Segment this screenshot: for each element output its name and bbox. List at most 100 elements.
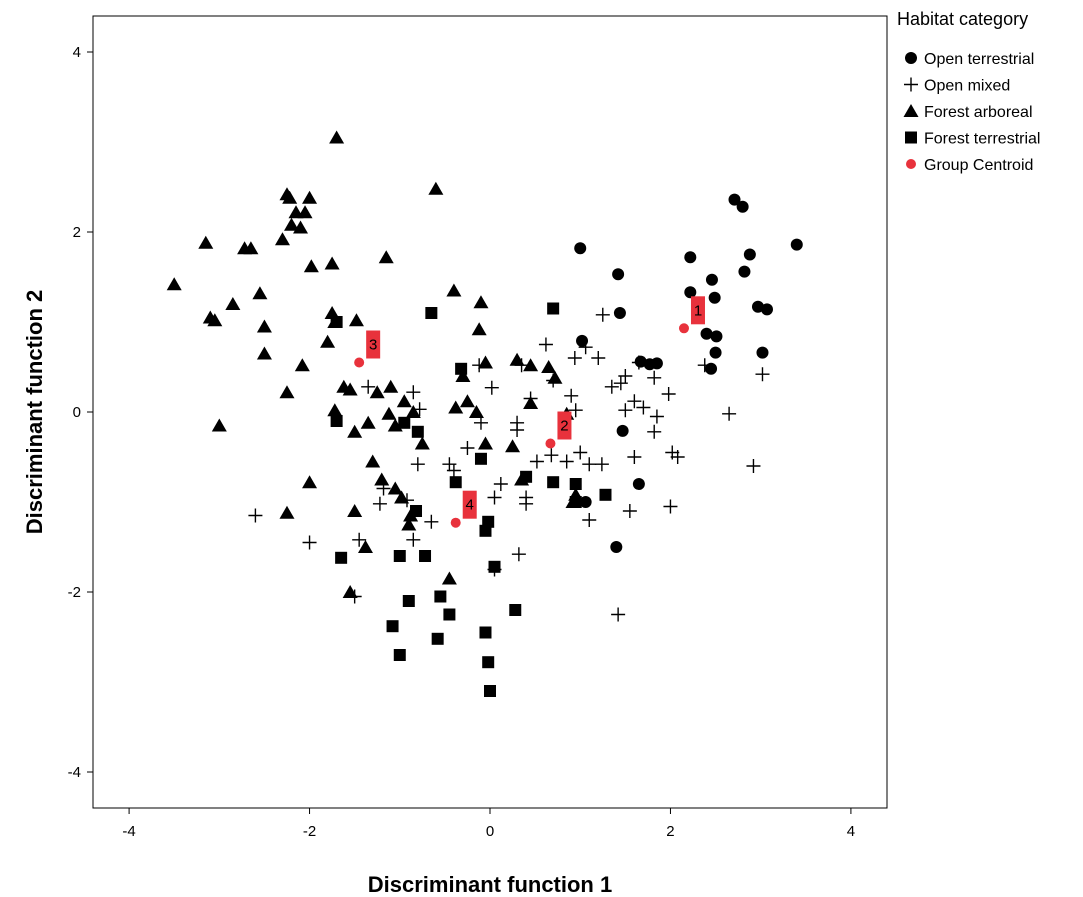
point-forest-terrestrial xyxy=(479,626,492,639)
centroid-label-box xyxy=(462,490,477,519)
point-open-mixed xyxy=(567,351,582,365)
centroid-point xyxy=(678,323,689,334)
legend-label-open-mixed: Open mixed xyxy=(924,78,1010,95)
point-forest-arboreal xyxy=(378,250,394,264)
point-forest-arboreal xyxy=(324,306,340,319)
point-forest-arboreal xyxy=(357,540,373,553)
point-forest-terrestrial xyxy=(393,649,406,661)
point-open-mixed xyxy=(510,423,525,437)
point-forest-terrestrial xyxy=(474,452,487,465)
point-forest-terrestrial xyxy=(410,505,423,517)
point-forest-arboreal xyxy=(207,313,223,327)
point-open-mixed xyxy=(529,454,544,469)
legend-label-group-centroid: Group Centroid xyxy=(924,157,1033,174)
point-forest-terrestrial xyxy=(425,307,438,319)
legend-marker-open-mixed xyxy=(904,77,918,92)
point-forest-terrestrial xyxy=(599,488,612,501)
point-open-terrestrial xyxy=(684,251,697,264)
point-forest-arboreal xyxy=(342,382,358,396)
point-open-terrestrial xyxy=(743,248,756,261)
point-forest-arboreal xyxy=(302,190,318,204)
point-forest-arboreal xyxy=(302,475,318,489)
point-open-mixed xyxy=(722,406,737,421)
point-open-terrestrial xyxy=(710,330,723,343)
centroid-point xyxy=(354,357,365,368)
point-forest-arboreal xyxy=(324,256,340,270)
point-open-mixed xyxy=(564,388,579,403)
point-open-terrestrial xyxy=(728,193,741,206)
point-open-mixed xyxy=(406,385,421,400)
point-forest-terrestrial xyxy=(431,632,444,645)
point-forest-terrestrial xyxy=(434,590,447,603)
centroid-label: 4 xyxy=(466,497,474,514)
point-forest-arboreal xyxy=(381,406,397,420)
x-tick-label: 2 xyxy=(666,823,674,840)
group-centroids: 1 2 3 4 xyxy=(354,296,705,528)
point-forest-arboreal xyxy=(396,394,412,408)
point-open-mixed xyxy=(613,376,628,391)
y-tick-label: 4 xyxy=(73,44,81,61)
point-open-mixed xyxy=(755,367,770,382)
point-forest-arboreal xyxy=(394,490,410,504)
point-open-mixed xyxy=(636,400,651,415)
point-open-mixed xyxy=(663,499,678,514)
point-forest-arboreal xyxy=(369,385,385,399)
point-forest-arboreal xyxy=(441,571,457,585)
point-open-mixed xyxy=(424,514,439,529)
point-open-mixed xyxy=(618,369,633,383)
point-open-mixed xyxy=(594,457,609,472)
point-forest-arboreal xyxy=(166,277,182,291)
point-open-mixed xyxy=(361,379,376,394)
point-forest-arboreal xyxy=(320,334,336,348)
y-tick-label: 0 xyxy=(73,404,81,421)
legend-label-open-terrestrial: Open terrestrial xyxy=(924,51,1034,68)
point-forest-arboreal xyxy=(327,403,343,417)
point-open-mixed xyxy=(573,445,588,460)
point-forest-terrestrial xyxy=(455,362,468,375)
point-forest-arboreal xyxy=(294,358,310,372)
point-open-terrestrial xyxy=(790,238,803,251)
point-open-mixed xyxy=(302,535,317,550)
point-forest-terrestrial xyxy=(330,415,343,427)
axis-ticks: -4 -2 0 2 4 -4 -2 0 2 4 xyxy=(68,44,855,840)
point-open-mixed xyxy=(484,380,499,395)
centroid-label-box xyxy=(557,411,572,440)
centroid-label: 1 xyxy=(694,302,702,319)
point-forest-arboreal xyxy=(374,472,390,486)
point-forest-arboreal xyxy=(360,415,376,429)
point-open-terrestrial xyxy=(579,496,592,508)
point-forest-arboreal xyxy=(365,454,381,468)
point-open-mixed xyxy=(559,454,574,469)
point-open-mixed xyxy=(538,337,553,352)
point-forest-terrestrial xyxy=(330,316,343,328)
legend-label-forest-arboreal: Forest arboreal xyxy=(924,104,1033,121)
point-open-terrestrial xyxy=(705,273,718,286)
point-open-mixed xyxy=(519,490,534,505)
point-forest-arboreal xyxy=(347,424,363,438)
point-open-mixed xyxy=(582,457,597,472)
point-forest-arboreal xyxy=(252,286,268,300)
centroid-label-box xyxy=(690,296,705,325)
point-forest-arboreal xyxy=(477,436,493,450)
point-open-mixed xyxy=(446,463,461,478)
x-tick-label: 0 xyxy=(486,823,494,840)
point-open-terrestrial xyxy=(610,541,623,553)
point-forest-arboreal xyxy=(473,295,489,309)
x-axis-title: Discriminant function 1 xyxy=(368,872,612,897)
point-open-mixed xyxy=(649,409,664,424)
point-forest-arboreal xyxy=(342,585,358,598)
point-forest-terrestrial xyxy=(419,550,432,562)
point-forest-terrestrial xyxy=(393,550,406,562)
point-open-terrestrial xyxy=(756,346,769,359)
point-forest-arboreal xyxy=(282,190,298,204)
point-forest-terrestrial xyxy=(402,595,415,607)
point-forest-arboreal xyxy=(383,379,399,393)
point-forest-terrestrial xyxy=(488,560,501,573)
point-forest-arboreal xyxy=(329,130,345,144)
point-open-mixed xyxy=(352,532,367,547)
point-forest-arboreal xyxy=(303,259,319,273)
legend: Habitat category Open terrestrial Open mi… xyxy=(897,9,1040,174)
point-forest-terrestrial xyxy=(398,416,411,429)
point-forest-arboreal xyxy=(547,370,563,384)
